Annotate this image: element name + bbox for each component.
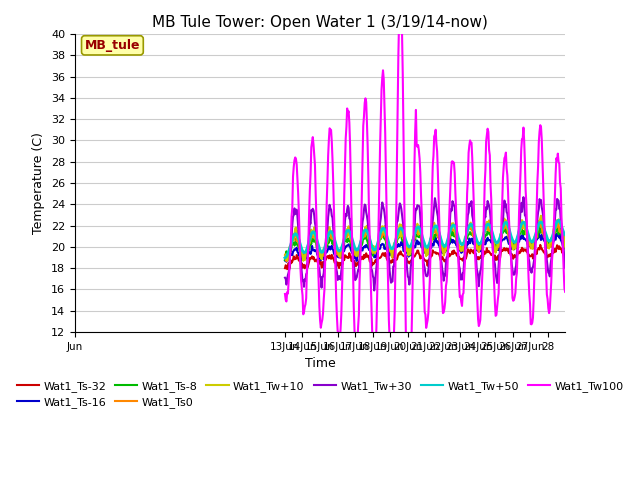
Wat1_Tw+50 xyxy=(281,255,289,261)
Wat1_Tw+30 xyxy=(520,194,527,200)
Text: MB_tule: MB_tule xyxy=(84,39,140,52)
Wat1_Ts-16 xyxy=(561,242,569,248)
Line: Wat1_Tw+50: Wat1_Tw+50 xyxy=(285,220,565,258)
X-axis label: Time: Time xyxy=(305,357,335,370)
Wat1_Tw+10 xyxy=(300,258,307,264)
Wat1_Tw+50 xyxy=(300,249,307,255)
Wat1_Ts0 xyxy=(281,252,289,258)
Wat1_Tw+30 xyxy=(281,275,289,281)
Wat1_Ts0 xyxy=(291,228,299,234)
Wat1_Tw+30 xyxy=(561,263,568,269)
Wat1_Ts0 xyxy=(300,257,308,263)
Line: Wat1_Ts-32: Wat1_Ts-32 xyxy=(285,245,565,269)
Line: Wat1_Tw+10: Wat1_Tw+10 xyxy=(285,216,565,261)
Wat1_Ts-8 xyxy=(291,243,298,249)
Wat1_Ts-32 xyxy=(426,256,434,262)
Wat1_Tw+30 xyxy=(481,215,489,220)
Wat1_Ts-8 xyxy=(522,231,530,237)
Title: MB Tule Tower: Open Water 1 (3/19/14-now): MB Tule Tower: Open Water 1 (3/19/14-now… xyxy=(152,15,488,30)
Wat1_Ts-16 xyxy=(291,247,299,252)
Y-axis label: Temperature (C): Temperature (C) xyxy=(33,132,45,234)
Wat1_Ts-32 xyxy=(291,256,299,262)
Wat1_Tw+50 xyxy=(291,231,298,237)
Wat1_Ts-16 xyxy=(300,256,308,262)
Wat1_Tw+30 xyxy=(524,248,532,254)
Wat1_Ts-16 xyxy=(481,241,489,247)
Wat1_Tw+30 xyxy=(426,251,434,257)
Wat1_Ts-16 xyxy=(524,239,531,244)
Wat1_Tw+30 xyxy=(371,288,378,293)
Wat1_Tw100 xyxy=(524,254,532,260)
Wat1_Ts-32 xyxy=(281,265,289,271)
Wat1_Ts-8 xyxy=(281,257,289,263)
Wat1_Tw+10 xyxy=(524,229,531,235)
Wat1_Tw100 xyxy=(300,312,307,317)
Wat1_Tw+10 xyxy=(291,231,298,237)
Wat1_Ts-8 xyxy=(425,246,433,252)
Wat1_Tw100 xyxy=(281,291,289,297)
Wat1_Tw100 xyxy=(561,286,568,291)
Wat1_Tw+50 xyxy=(555,217,563,223)
Wat1_Tw+50 xyxy=(481,228,488,233)
Line: Wat1_Ts0: Wat1_Ts0 xyxy=(285,221,565,261)
Wat1_Ts0 xyxy=(524,236,532,242)
Wat1_Ts-16 xyxy=(535,228,543,234)
Wat1_Ts-32 xyxy=(536,242,544,248)
Wat1_Ts0 xyxy=(426,241,434,247)
Wat1_Ts-32 xyxy=(481,251,489,256)
Wat1_Tw+30 xyxy=(300,277,307,283)
Wat1_Ts0 xyxy=(561,240,569,245)
Wat1_Ts-16 xyxy=(426,245,434,251)
Wat1_Tw+10 xyxy=(281,255,289,261)
Wat1_Tw+30 xyxy=(561,265,569,271)
Wat1_Tw+50 xyxy=(561,232,569,238)
Wat1_Tw100 xyxy=(483,138,490,144)
Wat1_Ts-32 xyxy=(300,262,308,268)
Wat1_Tw+10 xyxy=(561,246,568,252)
Wat1_Ts-16 xyxy=(281,258,289,264)
Wat1_Tw+50 xyxy=(425,241,433,247)
Line: Wat1_Ts-8: Wat1_Ts-8 xyxy=(285,224,565,260)
Wat1_Tw100 xyxy=(427,247,435,253)
Wat1_Ts-32 xyxy=(561,253,568,259)
Wat1_Tw+10 xyxy=(537,213,545,218)
Wat1_Ts-8 xyxy=(300,250,307,255)
Wat1_Tw100 xyxy=(561,289,569,295)
Wat1_Tw100 xyxy=(291,157,298,163)
Wat1_Tw100 xyxy=(404,421,412,427)
Wat1_Ts-32 xyxy=(524,246,531,252)
Wat1_Ts0 xyxy=(283,258,291,264)
Wat1_Tw+10 xyxy=(300,253,308,259)
Wat1_Ts-8 xyxy=(536,221,544,227)
Wat1_Tw+10 xyxy=(426,240,434,246)
Wat1_Ts-16 xyxy=(283,259,291,264)
Wat1_Tw+50 xyxy=(522,225,530,231)
Line: Wat1_Ts-16: Wat1_Ts-16 xyxy=(285,231,565,262)
Wat1_Ts-8 xyxy=(481,235,488,240)
Wat1_Ts-8 xyxy=(561,233,569,239)
Wat1_Ts-32 xyxy=(284,266,291,272)
Wat1_Ts0 xyxy=(481,226,489,231)
Wat1_Tw+50 xyxy=(560,229,568,235)
Wat1_Tw+30 xyxy=(291,205,298,211)
Wat1_Ts-16 xyxy=(561,244,568,250)
Wat1_Ts0 xyxy=(561,242,568,248)
Legend: Wat1_Ts-32, Wat1_Ts-16, Wat1_Ts-8, Wat1_Ts0, Wat1_Tw+10, Wat1_Tw+30, Wat1_Tw+50,: Wat1_Ts-32, Wat1_Ts-16, Wat1_Ts-8, Wat1_… xyxy=(12,376,628,412)
Line: Wat1_Tw+30: Wat1_Tw+30 xyxy=(285,197,565,290)
Wat1_Ts-8 xyxy=(560,240,568,245)
Wat1_Ts0 xyxy=(502,218,509,224)
Wat1_Tw+10 xyxy=(481,222,489,228)
Wat1_Tw+10 xyxy=(561,239,569,244)
Line: Wat1_Tw100: Wat1_Tw100 xyxy=(285,0,565,424)
Wat1_Ts-32 xyxy=(561,253,569,259)
